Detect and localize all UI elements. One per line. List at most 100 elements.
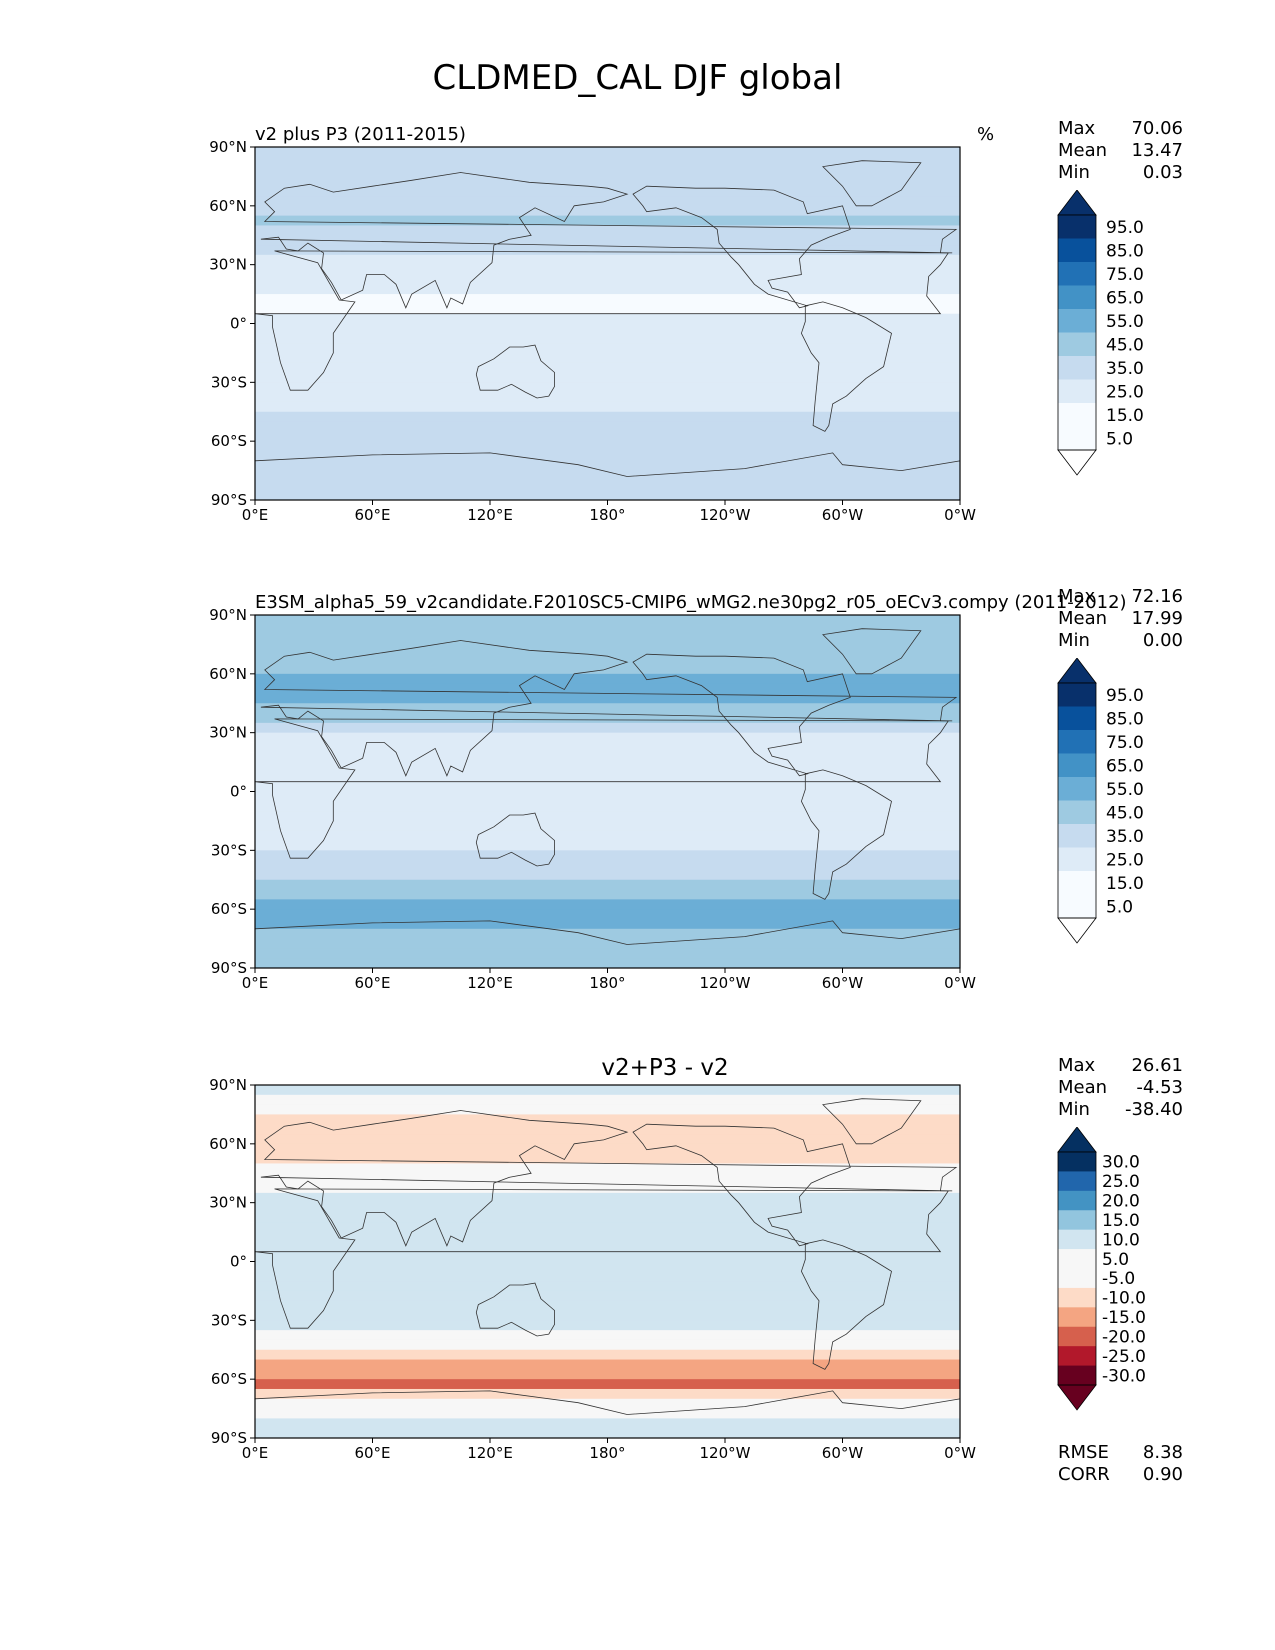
colorbar-segment — [1058, 238, 1096, 263]
y-tick-label: 0° — [230, 783, 247, 801]
field-band — [255, 1163, 960, 1174]
colorbar-tick-label: -20.0 — [1102, 1327, 1146, 1347]
panel3-stat-mean-value: -4.53 — [1136, 1077, 1183, 1098]
colorbar-tick-label: 25.0 — [1102, 1172, 1140, 1192]
field-band — [255, 958, 960, 969]
field-band — [255, 1085, 960, 1096]
field-band — [255, 683, 960, 694]
field-band — [255, 1310, 960, 1321]
field-band — [255, 1212, 960, 1223]
colorbar-tick-label: 95.0 — [1106, 686, 1144, 706]
colorbar-tick-label: -10.0 — [1102, 1289, 1146, 1309]
panel1-stat-mean-value: 13.47 — [1131, 140, 1183, 161]
field-band — [255, 166, 960, 177]
field-band — [255, 1349, 960, 1361]
field-band — [255, 460, 960, 472]
colorbar-segment — [1058, 1190, 1096, 1211]
field-layer — [255, 1085, 960, 1439]
colorbar-tick-label: 55.0 — [1106, 312, 1144, 332]
coastline — [632, 653, 851, 777]
field-band — [255, 352, 960, 364]
coastline — [475, 1282, 556, 1337]
field-band — [255, 1320, 960, 1331]
x-tick-label: 60°W — [822, 974, 864, 992]
panel2-stat-min-value: 0.00 — [1142, 630, 1183, 651]
field-band — [255, 713, 960, 724]
colorbar-tick-label: 25.0 — [1106, 850, 1144, 870]
field-band — [255, 1290, 960, 1302]
panel3-colorbar: 30.025.020.015.010.05.0-5.0-10.0-15.0-20… — [1057, 1127, 1146, 1411]
field-band — [255, 1300, 960, 1312]
field-band — [255, 303, 960, 315]
colorbar-segment — [1058, 1268, 1096, 1289]
field-band — [255, 801, 960, 812]
coastline — [822, 1098, 922, 1145]
field-band — [255, 742, 960, 753]
colorbar-segment — [1058, 1210, 1096, 1231]
panel2-stat-mean-value: 17.99 — [1131, 608, 1183, 629]
panel1-unit: % — [977, 124, 995, 145]
colorbar-tick-label: 30.0 — [1102, 1153, 1140, 1173]
colorbar-tick-label: 20.0 — [1102, 1192, 1140, 1212]
field-band — [255, 284, 960, 295]
colorbar-segment — [1058, 332, 1096, 357]
panel1-stat-max-value: 70.06 — [1131, 118, 1183, 139]
field-band — [255, 294, 960, 305]
x-tick-label: 0°E — [242, 974, 269, 992]
colorbar-tick-label: -25.0 — [1102, 1347, 1146, 1367]
y-tick-label: 90°N — [209, 140, 247, 156]
colorbar-segment — [1058, 847, 1096, 872]
x-tick-label: 180° — [589, 974, 625, 992]
field-band — [255, 771, 960, 783]
colorbar-tick-label: 5.0 — [1106, 429, 1133, 449]
colorbar-extend-bottom — [1057, 1384, 1097, 1411]
colorbar-segment — [1058, 1171, 1096, 1192]
panel1-stat-min-label: Min — [1058, 162, 1090, 183]
colorbar-tick-label: 85.0 — [1106, 241, 1144, 261]
field-band — [255, 147, 960, 158]
field-band — [255, 1339, 960, 1351]
colorbar-segment — [1058, 1152, 1096, 1172]
panel3-stat-mean-label: Mean — [1058, 1077, 1108, 1098]
field-band — [255, 664, 960, 675]
colorbar-segment — [1058, 753, 1096, 778]
field-band — [255, 752, 960, 763]
field-band — [255, 860, 960, 871]
field-band — [255, 490, 960, 501]
field-band — [255, 156, 960, 168]
field-band — [255, 909, 960, 920]
field-band — [255, 264, 960, 275]
coastline — [260, 1110, 958, 1247]
colorbar-frame — [1057, 214, 1097, 451]
field-band — [255, 1173, 960, 1184]
y-tick-label: 30°S — [211, 1311, 247, 1329]
panel2-colorbar: 95.0 85.0 75.0 65.0 55.0 45.0 35.0 25.0 15.0 5.0 — [1057, 658, 1144, 944]
panel3-stat-max-label: Max — [1058, 1055, 1096, 1076]
y-tick-label: 30°N — [209, 724, 247, 742]
colorbar-tick-label: 25.0 — [1106, 382, 1144, 402]
field-band — [255, 215, 960, 226]
panel1-stat-max-label: Max — [1058, 118, 1096, 139]
panel2-stat-min-label: Min — [1058, 630, 1090, 651]
x-tick-label: 120°W — [700, 974, 751, 992]
field-band — [255, 1388, 960, 1400]
field-band — [255, 938, 960, 949]
panel3-rmse-label: RMSE — [1058, 1442, 1109, 1463]
field-layer — [255, 147, 960, 501]
y-tick-label: 60°N — [209, 665, 247, 683]
x-tick-label: 120°W — [700, 506, 751, 524]
y-tick-label: 30°S — [211, 841, 247, 859]
colorbar-segment — [1058, 309, 1096, 333]
panel1-stat-min-value: 0.03 — [1142, 162, 1183, 183]
field-band — [255, 811, 960, 822]
field-band — [255, 480, 960, 491]
y-tick-label: 60°S — [211, 432, 247, 450]
colorbar-segment — [1058, 403, 1096, 427]
colorbar-tick-label: 55.0 — [1106, 780, 1144, 800]
colorbar-tick-label: -30.0 — [1102, 1366, 1146, 1386]
coastline — [475, 344, 556, 399]
colorbar-tick-label: 65.0 — [1106, 756, 1144, 776]
field-band — [255, 205, 960, 217]
y-tick-label: 90°S — [211, 491, 247, 509]
field-band — [255, 732, 960, 743]
